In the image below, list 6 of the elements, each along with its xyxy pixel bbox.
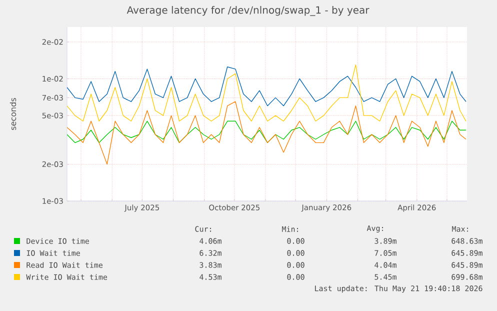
- line-series: [67, 101, 466, 165]
- line-series: [67, 66, 466, 106]
- chart-title: Average latency for /dev/nlnog/swap_1 - by year: [126, 6, 370, 16]
- y-axis-title: seconds: [10, 98, 16, 130]
- line-series: [67, 120, 466, 144]
- line-series: [67, 64, 466, 122]
